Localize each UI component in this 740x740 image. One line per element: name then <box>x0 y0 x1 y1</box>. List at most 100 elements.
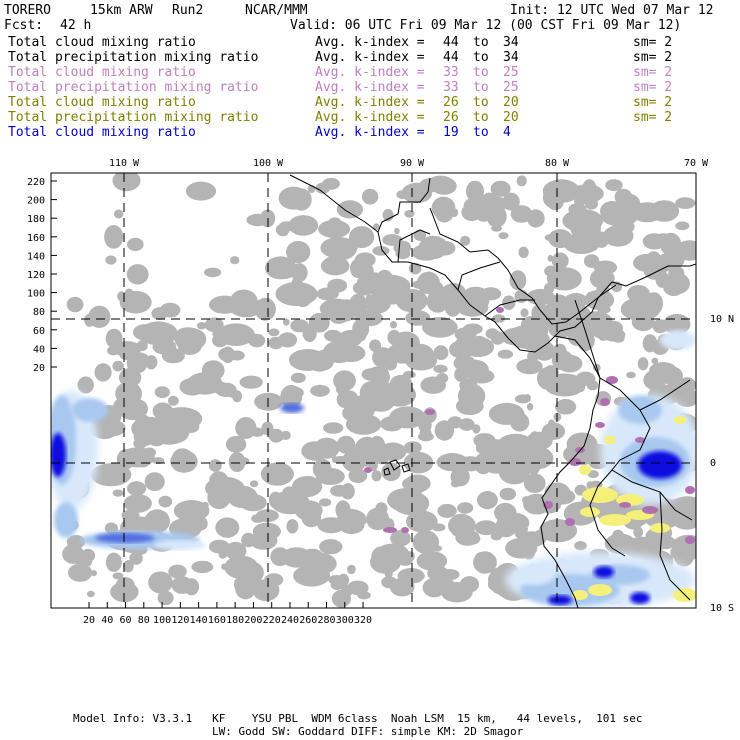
x-tick-label: 20 <box>83 615 95 626</box>
cloud-patch <box>327 278 348 293</box>
lat-label: 10 S <box>710 603 734 614</box>
y-tick-label: 200 <box>27 196 45 207</box>
footer-physics-info: LW: Godd SW: Goddard DIFF: simple KM: 2D… <box>212 725 524 738</box>
legend-field: Total precipitation mixing ratio <box>8 110 259 125</box>
cloud-patch <box>123 494 152 513</box>
cloud-patch <box>66 535 86 549</box>
cloud-patch <box>248 333 266 348</box>
blue-pale-patch <box>154 540 206 550</box>
cloud-patch <box>372 246 390 256</box>
x-tick-label: 160 <box>208 615 226 626</box>
cloud-patch <box>327 242 354 260</box>
cloud-patch <box>251 514 265 523</box>
magenta-patch <box>685 536 695 544</box>
cloud-patch <box>491 225 502 232</box>
cloud-patch <box>390 321 397 329</box>
legend-smoothing: sm= 2 <box>633 110 673 125</box>
cloud-patch <box>387 329 402 346</box>
cloud-patch <box>84 313 96 327</box>
cloud-patch <box>148 571 173 594</box>
cloud-patch <box>415 572 425 580</box>
x-tick-label: 200 <box>244 615 262 626</box>
cloud-patch <box>77 376 94 394</box>
cloud-patch <box>516 328 550 351</box>
cloud-patch <box>417 271 440 295</box>
cloud-patch <box>113 554 122 563</box>
yellow-patch <box>599 514 631 526</box>
cloud-patch <box>340 585 354 597</box>
init-time: Init: 12 UTC Wed 07 Mar 12 <box>510 3 714 18</box>
cloud-patch <box>135 425 150 434</box>
cloud-patch <box>381 462 401 482</box>
cloud-patch <box>173 500 210 522</box>
coastlines <box>289 174 696 608</box>
cloud-patch <box>488 402 525 425</box>
cloud-patch <box>649 362 677 379</box>
cloud-patch <box>301 441 329 461</box>
cloud-patch <box>547 255 554 262</box>
cloud-patch <box>390 530 411 547</box>
lon-label: 80 W <box>545 158 570 169</box>
cloud-patch <box>66 296 84 313</box>
cloud-patch <box>404 444 418 454</box>
legend-kindex-label: Avg. k-index = <box>315 35 425 50</box>
yellow-patch <box>572 590 588 600</box>
cloud-patch <box>286 240 311 264</box>
x-tick-label: 320 <box>354 615 372 626</box>
magenta-patch <box>595 422 605 428</box>
cloud-patch <box>644 292 664 315</box>
cloud-patch <box>542 179 580 203</box>
cloud-patch <box>458 418 475 431</box>
cloud-patch <box>268 328 280 337</box>
cloud-patch <box>426 290 449 313</box>
cloud-patch <box>330 579 344 591</box>
cloud-patch <box>154 386 170 399</box>
x-tick-label: 300 <box>336 615 354 626</box>
galapagos-island-3 <box>383 467 391 476</box>
cloud-patch <box>202 501 209 509</box>
cloud-patch <box>124 399 147 413</box>
cloud-patch <box>455 397 484 415</box>
cloud-patch <box>516 175 527 187</box>
cloud-patch <box>319 539 343 555</box>
cloud-patch <box>185 181 217 201</box>
cloud-patch <box>151 457 165 465</box>
cloud-patch <box>631 313 655 332</box>
cloud-patch <box>455 529 480 546</box>
legend-kindex-from: 33 <box>443 80 459 95</box>
cloud-patch <box>347 443 356 453</box>
cloud-patch <box>475 440 493 455</box>
footer-model-info: Model Info: V3.3.1 KF YSU PBL WDM 6class… <box>73 712 643 725</box>
cloud-patch <box>509 270 527 291</box>
cloud-patch <box>616 193 641 215</box>
cloud-patch <box>371 546 392 567</box>
cloud-patch <box>68 563 93 582</box>
cloud-patch <box>87 590 95 598</box>
cloud-patch <box>416 551 448 571</box>
cloud-patch <box>275 224 286 235</box>
cloud-patch <box>403 551 415 562</box>
legend-kindex-label: Avg. k-index = <box>315 50 425 65</box>
cloud-patch <box>105 255 117 265</box>
y-tick-label: 220 <box>27 177 45 188</box>
cloud-patch <box>268 491 283 509</box>
legend-kindex-to: 20 <box>503 95 519 110</box>
cloud-patch <box>497 349 514 359</box>
cloud-patch <box>139 321 178 346</box>
cloud-patch <box>264 573 284 587</box>
cloud-patch <box>675 197 696 209</box>
cloud-patch <box>670 542 696 562</box>
yellow-patch <box>588 584 612 596</box>
cloud-patch <box>589 480 603 489</box>
cloud-patch <box>537 367 558 390</box>
cloud-patch <box>477 491 498 510</box>
cloud-patch <box>112 572 124 580</box>
cloud-patch <box>381 576 397 589</box>
nicaragua-border <box>484 299 535 317</box>
cloud-patch <box>204 267 222 278</box>
legend-to: to <box>473 80 489 95</box>
blue-pale-patch <box>515 565 555 585</box>
cloud-patch <box>433 345 449 361</box>
tick-marks <box>51 180 364 608</box>
